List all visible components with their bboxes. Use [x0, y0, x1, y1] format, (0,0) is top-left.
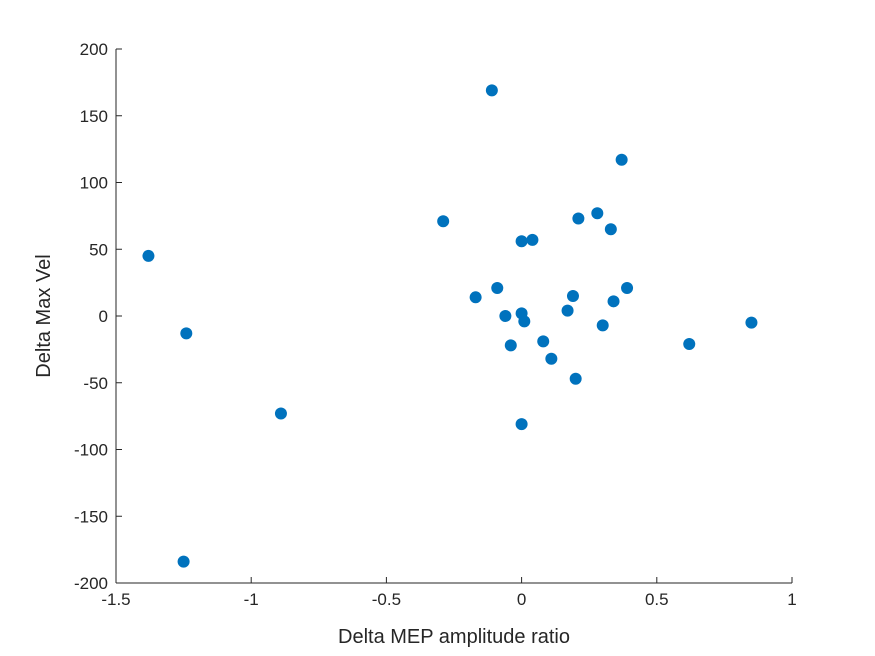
y-axis-label: Delta Max Vel — [33, 254, 55, 377]
data-point — [569, 372, 582, 385]
data-point — [745, 316, 758, 329]
x-tick-label: -1.5 — [101, 590, 130, 609]
data-point — [561, 304, 574, 317]
data-point — [515, 235, 528, 248]
data-point — [604, 223, 617, 236]
data-point — [621, 281, 634, 294]
data-point — [515, 418, 528, 431]
data-point — [537, 335, 550, 348]
data-point — [596, 319, 609, 332]
data-point — [504, 339, 517, 352]
data-point — [591, 207, 604, 220]
x-tick-label: 1 — [787, 590, 796, 609]
y-tick-label: 50 — [89, 240, 108, 259]
y-tick-label: -50 — [83, 374, 108, 393]
data-point — [566, 289, 579, 302]
data-point — [485, 84, 498, 97]
data-point — [526, 233, 539, 246]
data-point — [180, 327, 193, 340]
axes: -1.5 -1 -0.5 0 0.5 1 -200 -150 -100 -50 0 50 100 150… — [74, 40, 797, 609]
y-tick-label: -200 — [74, 574, 108, 593]
data-point — [615, 153, 628, 166]
x-tick-label: 0 — [517, 590, 526, 609]
data-point — [274, 407, 287, 420]
x-tick-label: -0.5 — [372, 590, 401, 609]
y-tick-label: -100 — [74, 441, 108, 460]
x-ticks: -1.5 -1 -0.5 0 0.5 1 — [101, 577, 797, 609]
data-point — [499, 310, 512, 322]
data-point — [177, 555, 190, 568]
y-tick-label: 0 — [99, 307, 108, 326]
data-point — [142, 249, 155, 262]
x-tick-label: 0.5 — [645, 590, 669, 609]
data-point — [518, 315, 531, 328]
y-tick-label: 200 — [80, 40, 108, 59]
data-point — [607, 295, 620, 308]
y-tick-label: -150 — [74, 507, 108, 526]
data-point — [491, 281, 504, 294]
x-tick-label: -1 — [244, 590, 259, 609]
y-tick-label: 100 — [80, 174, 108, 193]
data-point — [437, 215, 450, 228]
y-ticks: -200 -150 -100 -50 0 50 100 150 200 — [74, 40, 122, 593]
data-point — [683, 338, 696, 351]
x-axis-label: Delta MEP amplitude ratio — [338, 626, 570, 648]
data-point — [545, 352, 558, 365]
y-tick-label: 150 — [80, 107, 108, 126]
data-point — [469, 291, 482, 304]
data-point — [572, 212, 585, 225]
data-points — [142, 84, 758, 568]
